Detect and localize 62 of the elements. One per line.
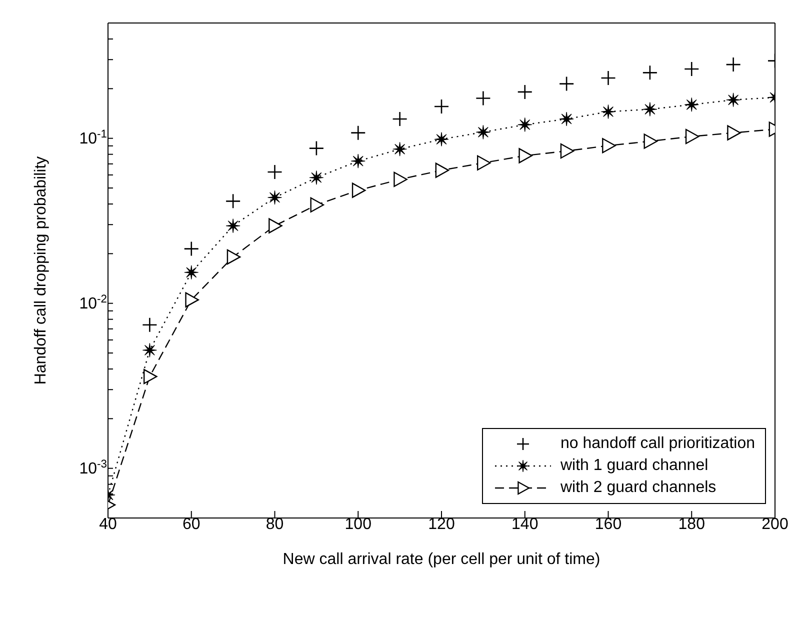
point bbox=[185, 292, 199, 308]
y-axis-title: Handoff call dropping probability bbox=[32, 156, 50, 385]
y-tick-label: 10$^{-3}$ bbox=[79, 458, 107, 478]
point bbox=[600, 104, 616, 120]
point bbox=[726, 92, 741, 108]
x-tick-label: 60 bbox=[182, 516, 200, 533]
legend-label: with 2 guard channels bbox=[560, 479, 716, 497]
x-tick-label: 180 bbox=[678, 516, 706, 533]
y-tick-label: 10$^{-2}$ bbox=[79, 293, 107, 312]
point bbox=[392, 111, 408, 127]
point bbox=[142, 342, 157, 358]
point bbox=[476, 90, 491, 106]
point bbox=[727, 125, 741, 140]
point bbox=[184, 265, 199, 280]
point bbox=[226, 218, 240, 234]
point bbox=[226, 249, 241, 265]
point bbox=[310, 197, 324, 212]
point bbox=[142, 317, 158, 333]
point bbox=[143, 368, 158, 384]
legend-label: with 1 guard channel bbox=[560, 457, 708, 475]
point bbox=[518, 148, 532, 164]
x-tick-label: 200 bbox=[762, 516, 788, 533]
point bbox=[644, 134, 658, 149]
x-tick-label: 140 bbox=[512, 516, 538, 533]
point bbox=[309, 170, 324, 185]
point bbox=[394, 172, 408, 187]
point bbox=[350, 154, 366, 168]
point bbox=[350, 125, 366, 140]
point bbox=[392, 142, 408, 156]
point bbox=[268, 218, 282, 234]
point bbox=[517, 84, 533, 100]
point bbox=[684, 61, 700, 77]
point bbox=[434, 132, 449, 147]
legend-label: no handoff call prioritization bbox=[560, 435, 755, 453]
x-tick-label: 80 bbox=[266, 516, 284, 533]
point bbox=[267, 164, 282, 180]
point bbox=[642, 65, 658, 80]
point bbox=[602, 138, 616, 154]
x-tick-label: 40 bbox=[99, 516, 117, 533]
point bbox=[684, 97, 699, 112]
x-axis-title: New call arrival rate (per cell per unit of time) bbox=[282, 551, 600, 568]
y-tick-label: 10$^{-1}$ bbox=[79, 128, 107, 148]
point bbox=[435, 162, 450, 178]
point bbox=[518, 117, 532, 132]
point bbox=[642, 102, 658, 117]
point bbox=[558, 76, 574, 92]
point bbox=[560, 143, 574, 159]
point bbox=[352, 182, 366, 198]
x-tick-label: 160 bbox=[594, 516, 622, 533]
point bbox=[685, 128, 700, 144]
point bbox=[559, 112, 574, 126]
point bbox=[476, 155, 491, 170]
point bbox=[600, 70, 616, 86]
point bbox=[225, 194, 241, 209]
point bbox=[267, 190, 282, 205]
point bbox=[308, 140, 324, 156]
point bbox=[476, 124, 490, 140]
point bbox=[184, 241, 200, 256]
point bbox=[434, 98, 450, 114]
x-tick-label: 100 bbox=[344, 516, 372, 533]
point bbox=[726, 56, 741, 72]
x-tick-label: 120 bbox=[428, 516, 455, 533]
